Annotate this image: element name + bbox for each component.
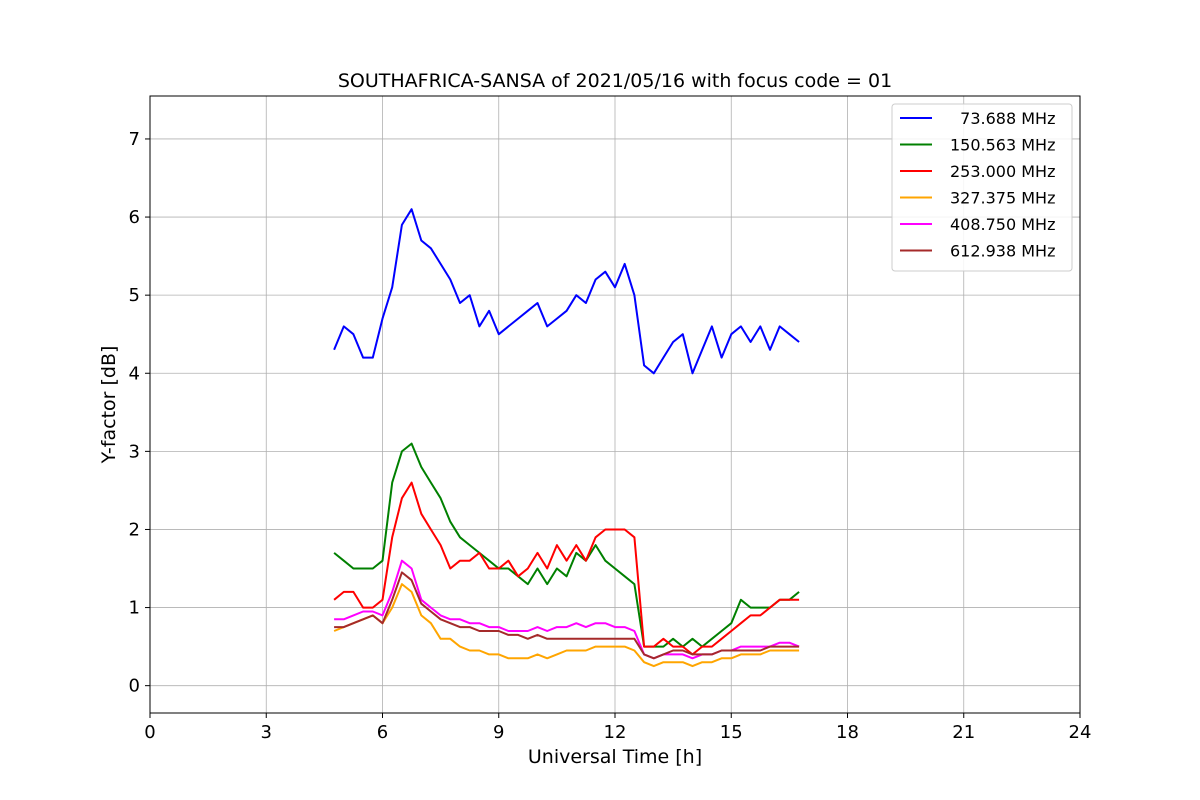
y-tick-label: 2 <box>129 519 140 540</box>
y-tick-label: 3 <box>129 441 140 462</box>
x-tick-label: 0 <box>144 722 155 743</box>
legend-label: 327.375 MHz <box>950 189 1055 208</box>
series-line-4 <box>333 583 800 668</box>
series-line-1 <box>333 208 800 375</box>
plot-lines <box>333 208 800 668</box>
x-tick-label: 6 <box>377 722 388 743</box>
y-tick-label: 1 <box>129 598 140 619</box>
x-tick-label: 3 <box>261 722 272 743</box>
y-tick-label: 4 <box>129 363 140 384</box>
series-line-6 <box>334 571 800 660</box>
x-tick-label: 15 <box>720 722 743 743</box>
series-line-2 <box>333 442 800 648</box>
legend-label: 73.688 MHz <box>950 109 1055 128</box>
legend-label: 612.938 MHz <box>950 242 1055 261</box>
legend: 73.688 MHz 150.563 MHz 253.000 MHz 327.375 … <box>891 103 1073 272</box>
legend-label: 150.563 MHz <box>950 136 1055 155</box>
y-tick-label: 5 <box>129 285 140 306</box>
y-tick-label: 7 <box>129 129 140 150</box>
x-tick-label: 21 <box>952 722 975 743</box>
legend-label: 253.000 MHz <box>950 162 1055 181</box>
chart-title: SOUTHAFRICA-SANSA of 2021/05/16 with foc… <box>338 70 892 92</box>
x-tick-label: 12 <box>604 722 627 743</box>
x-tick-label: 24 <box>1069 722 1092 743</box>
legend-box <box>891 103 1073 272</box>
y-tick-label: 0 <box>129 676 140 697</box>
series-line-3 <box>333 481 800 656</box>
x-tick-label: 18 <box>836 722 859 743</box>
y-axis-label: Y-factor [dB] <box>98 346 120 465</box>
x-tick-label: 9 <box>493 722 504 743</box>
legend-label: 408.750 MHz <box>950 215 1055 234</box>
y-tick-label: 6 <box>129 207 140 228</box>
x-axis-label: Universal Time [h] <box>528 746 702 768</box>
